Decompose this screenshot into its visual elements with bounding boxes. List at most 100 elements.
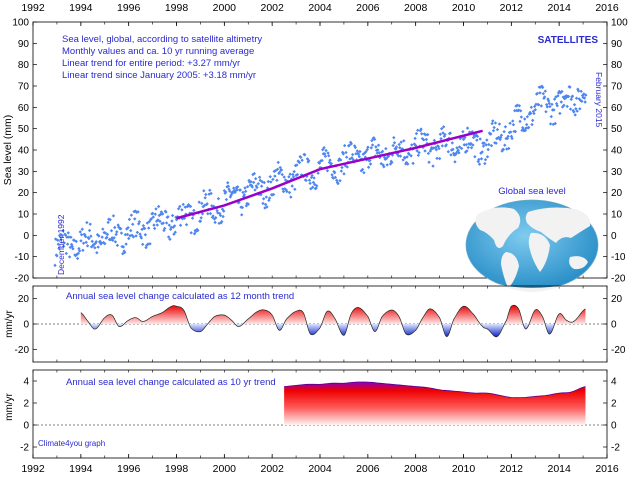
top-year-tick-label: 1998 <box>165 2 189 14</box>
eurasia-land <box>525 207 591 243</box>
sea-level-point <box>426 132 430 137</box>
sea-level-point <box>197 200 201 204</box>
sea-level-point <box>105 235 109 240</box>
top-year-axis: 1992 1994 1996 1998 2000 2002 2004 2006 2008 2010… <box>21 2 619 458</box>
sea-level-point <box>164 210 168 214</box>
sea-level-point <box>503 143 507 147</box>
top-left-tick-label: 10 <box>18 210 30 221</box>
sea-level-point <box>479 157 484 161</box>
sea-level-point <box>150 211 155 216</box>
sea-level-point <box>583 100 587 104</box>
sea-level-point <box>143 233 148 237</box>
bottom-left-y-ticks: -2 0 2 4 <box>20 377 37 454</box>
sea-level-point <box>106 220 110 225</box>
sea-level-point <box>282 175 286 179</box>
sea-level-point <box>559 100 563 104</box>
sea-level-point <box>89 234 93 238</box>
sea-level-point <box>119 231 124 235</box>
sea-level-point <box>312 176 316 180</box>
sea-level-point <box>391 143 395 148</box>
sea-level-point <box>93 246 97 250</box>
sea-level-point <box>142 226 147 231</box>
sea-level-point <box>124 242 128 246</box>
sea-level-point <box>218 213 223 218</box>
bottom-year-tick-label: 2002 <box>260 463 284 475</box>
sea-level-point <box>525 115 530 119</box>
sea-level-point <box>376 148 380 152</box>
sea-level-point <box>242 193 247 197</box>
sea-level-point <box>161 221 165 225</box>
sea-level-point <box>110 236 114 240</box>
sea-level-point <box>198 219 203 223</box>
sea-level-point <box>95 251 99 255</box>
sea-level-point <box>475 138 479 142</box>
sea-level-point <box>409 154 413 158</box>
sea-level-point <box>180 208 184 212</box>
sea-level-point <box>105 232 110 237</box>
annotation-line-2: Monthly values and ca. 10 yr running ave… <box>62 46 254 57</box>
sea-level-point <box>291 172 295 177</box>
sea-level-point <box>580 99 584 103</box>
sea-level-point <box>510 136 514 141</box>
sea-level-point <box>376 143 381 147</box>
sea-level-point <box>101 227 105 231</box>
sea-level-point <box>269 180 273 184</box>
sea-level-point <box>491 129 496 133</box>
sea-level-point <box>226 184 231 188</box>
sea-level-point <box>87 236 91 241</box>
sea-level-point <box>495 127 500 132</box>
sea-level-point <box>238 188 243 192</box>
sea-level-point <box>56 242 61 246</box>
sea-level-point <box>550 102 554 107</box>
sea-level-point <box>190 216 195 220</box>
sea-level-point <box>341 152 346 156</box>
sea-level-point <box>519 109 523 113</box>
sea-level-point <box>464 143 468 147</box>
top-y-axis-label: Sea level (mm) <box>2 115 14 186</box>
sea-level-point <box>167 223 171 227</box>
sea-level-point <box>492 125 496 130</box>
sea-level-point <box>397 142 401 147</box>
sea-level-point <box>307 178 312 182</box>
top-right-tick-label: -20 <box>611 274 626 285</box>
sea-level-point <box>79 239 83 243</box>
ten-year-trend-line <box>284 381 586 399</box>
sea-level-point <box>432 138 437 143</box>
bottom-year-tick-label: 2008 <box>404 463 428 475</box>
sea-level-point <box>290 184 294 188</box>
top-right-tick-label: 60 <box>611 103 623 114</box>
sea-level-point <box>188 204 193 209</box>
sea-level-point <box>240 205 245 210</box>
sea-level-point <box>538 91 542 95</box>
twelve-month-trend-line <box>80 304 586 338</box>
sea-level-point <box>152 223 156 227</box>
sea-level-point <box>162 226 167 231</box>
bottom-year-tick-label: 1996 <box>117 463 141 475</box>
bottom-right-tick-label: 4 <box>611 377 617 388</box>
sea-level-point <box>437 156 442 161</box>
sea-level-point <box>226 181 230 185</box>
sea-level-point <box>63 233 68 237</box>
sea-level-point <box>323 154 328 158</box>
sea-level-point <box>533 108 538 112</box>
sea-level-point <box>216 196 221 201</box>
top-year-tick-label: 2016 <box>595 2 619 14</box>
sea-level-point <box>300 158 304 162</box>
top-left-tick-label: 50 <box>18 124 30 135</box>
sea-level-point <box>152 226 157 231</box>
sea-level-point <box>483 157 488 162</box>
sea-level-point <box>278 165 282 170</box>
top-right-y-ticks: -20 -10 0 10 20 30 40 50 60 70 80 90 100 <box>603 18 628 285</box>
sea-level-point <box>133 217 137 221</box>
sea-level-point <box>327 154 331 158</box>
annotation-line-3: Linear trend for entire period: +3.27 mm… <box>62 58 240 69</box>
sea-level-point <box>80 227 84 231</box>
sea-level-point <box>569 97 573 102</box>
top-right-tick-label: 40 <box>611 146 623 157</box>
sea-level-point <box>164 221 169 225</box>
sea-level-point <box>295 163 299 167</box>
sea-level-point <box>214 216 218 220</box>
sea-level-point <box>449 153 453 157</box>
top-left-tick-label: 70 <box>18 82 30 93</box>
sea-level-point <box>184 222 189 227</box>
